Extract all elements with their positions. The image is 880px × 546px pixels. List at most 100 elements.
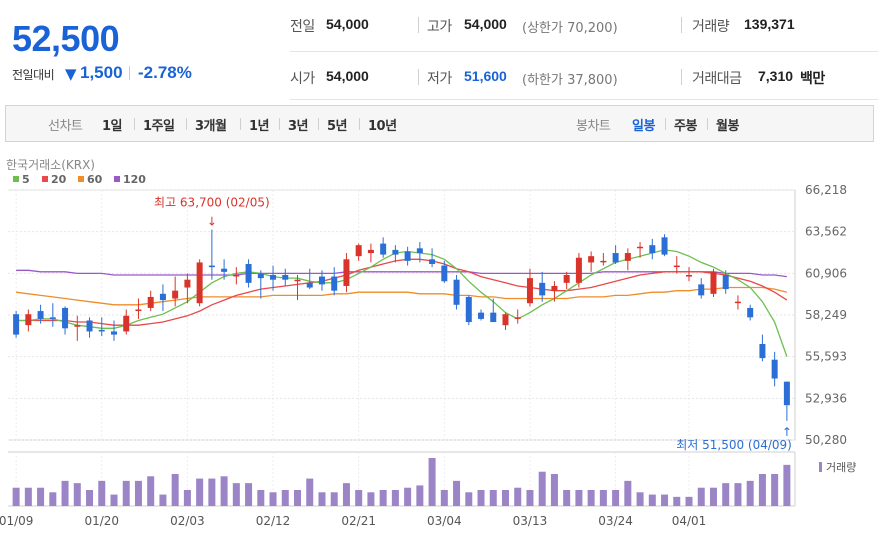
candle-body bbox=[25, 314, 32, 326]
x-tick-label: 01/20 bbox=[84, 514, 119, 528]
candle-body bbox=[747, 307, 754, 318]
candle-body bbox=[86, 320, 93, 332]
amount-label: 거래대금 bbox=[692, 71, 742, 87]
candle-body bbox=[783, 381, 790, 406]
candle-body bbox=[526, 278, 533, 304]
tab-daily[interactable]: 일봉 bbox=[632, 119, 655, 134]
candle-body bbox=[624, 253, 631, 261]
tab-3m[interactable]: 3개월 bbox=[195, 119, 227, 134]
candle-body bbox=[759, 344, 766, 359]
candle-body bbox=[563, 274, 570, 283]
amount-unit: 백만 bbox=[800, 71, 825, 87]
legend-swatch bbox=[42, 176, 48, 182]
ma20-line bbox=[16, 258, 788, 326]
candle-body bbox=[465, 296, 472, 323]
max-arrow-icon: ↓ bbox=[207, 214, 217, 228]
y-tick-label: 50,280 bbox=[805, 433, 847, 447]
candle-body bbox=[686, 274, 693, 277]
tab-10y[interactable]: 10년 bbox=[368, 119, 397, 134]
volume-bar bbox=[661, 494, 669, 506]
volume-bar bbox=[477, 490, 485, 506]
candle-body bbox=[441, 265, 448, 282]
tab-monthly[interactable]: 월봉 bbox=[716, 119, 739, 134]
volume-bar bbox=[783, 464, 791, 506]
candle-body bbox=[135, 309, 142, 312]
candle-body bbox=[74, 325, 81, 327]
ma5-line bbox=[16, 249, 788, 357]
low-label: 저가 bbox=[427, 71, 452, 87]
high-value: 54,000 bbox=[464, 16, 507, 32]
volume-bar bbox=[110, 494, 118, 506]
volume-bar bbox=[379, 490, 387, 506]
volume-bar bbox=[98, 480, 106, 506]
legend-label: 20 bbox=[51, 173, 67, 186]
prev-close-value: 54,000 bbox=[326, 16, 369, 32]
candle-body bbox=[221, 268, 228, 272]
candle-body bbox=[282, 274, 289, 280]
volume-bar bbox=[86, 490, 94, 506]
candle-body bbox=[637, 246, 644, 249]
legend-swatch bbox=[114, 176, 120, 182]
x-tick-label: 02/21 bbox=[341, 514, 376, 528]
volume-label: 거래량 bbox=[692, 19, 730, 35]
volume-bar bbox=[122, 480, 130, 506]
upper-limit: (상한가 70,200) bbox=[522, 21, 618, 36]
tab-3y[interactable]: 3년 bbox=[288, 119, 309, 134]
volume-bar bbox=[134, 480, 142, 506]
volume-bar bbox=[575, 490, 583, 506]
candle-body bbox=[722, 274, 729, 290]
volume-legend-label: 거래량 bbox=[826, 461, 856, 474]
tab-1d[interactable]: 1일 bbox=[102, 119, 123, 134]
volume-bar bbox=[501, 490, 509, 506]
y-tick-label: 66,218 bbox=[805, 183, 847, 197]
candle-body bbox=[196, 262, 203, 304]
candle-body bbox=[13, 314, 20, 335]
change-value: 1,500 bbox=[80, 63, 123, 82]
legend-label: 5 bbox=[22, 173, 30, 186]
x-tick-label: 01/09 bbox=[0, 514, 33, 528]
volume-bar bbox=[37, 487, 45, 506]
open-label: 시가 bbox=[290, 71, 315, 87]
volume-bar bbox=[257, 490, 265, 506]
volume-bar bbox=[771, 474, 779, 506]
tab-separator bbox=[707, 118, 708, 130]
candle-body bbox=[110, 331, 117, 335]
candle-body bbox=[771, 359, 778, 379]
x-tick-label: 03/04 bbox=[427, 514, 462, 528]
candle-body bbox=[49, 317, 56, 319]
y-tick-label: 58,249 bbox=[805, 308, 847, 322]
tab-separator bbox=[665, 118, 666, 130]
candle-body bbox=[453, 279, 460, 305]
legend-swatch bbox=[13, 176, 19, 182]
candle-body bbox=[416, 248, 423, 254]
volume-bar bbox=[599, 490, 607, 506]
volume-bar bbox=[73, 483, 81, 506]
tab-5y[interactable]: 5년 bbox=[327, 119, 348, 134]
volume-bar bbox=[758, 474, 766, 506]
chart-period-tabs: 선차트 1일 1주일 3개월 1년 3년 5년 10년 봉차트 일봉 주봉 월봉 bbox=[5, 105, 874, 142]
volume-bar bbox=[416, 485, 424, 506]
tab-separator bbox=[134, 118, 135, 130]
price-header: 52,500 전일대비 ▼ 1,500 -2.78% 전일 54,000 고가 … bbox=[0, 0, 880, 100]
ma60-line bbox=[16, 286, 788, 306]
tab-1y[interactable]: 1년 bbox=[249, 119, 270, 134]
tab-separator bbox=[186, 118, 187, 130]
tab-1w[interactable]: 1주일 bbox=[143, 119, 175, 134]
lower-limit: (하한가 37,800) bbox=[522, 73, 618, 88]
volume-bar bbox=[722, 483, 730, 506]
candle-body bbox=[123, 315, 130, 332]
candle-body bbox=[575, 257, 582, 283]
volume-bar bbox=[697, 487, 705, 506]
volume-bar bbox=[673, 496, 681, 506]
candle-body bbox=[673, 265, 680, 268]
candle-body bbox=[233, 274, 240, 277]
header-divider bbox=[290, 51, 878, 52]
change-label: 전일대비 bbox=[12, 68, 55, 82]
tab-weekly[interactable]: 주봉 bbox=[674, 119, 697, 134]
stock-chart: 66,218 63,562 60,906 58,249 55,593 52,936 50,2… bbox=[0, 158, 856, 528]
volume-legend-swatch bbox=[819, 462, 822, 472]
candle-body bbox=[392, 249, 399, 255]
high-label: 고가 bbox=[427, 19, 452, 35]
source-label: 한국거래소(KRX) bbox=[6, 158, 95, 172]
header-bottom-border bbox=[290, 99, 878, 100]
